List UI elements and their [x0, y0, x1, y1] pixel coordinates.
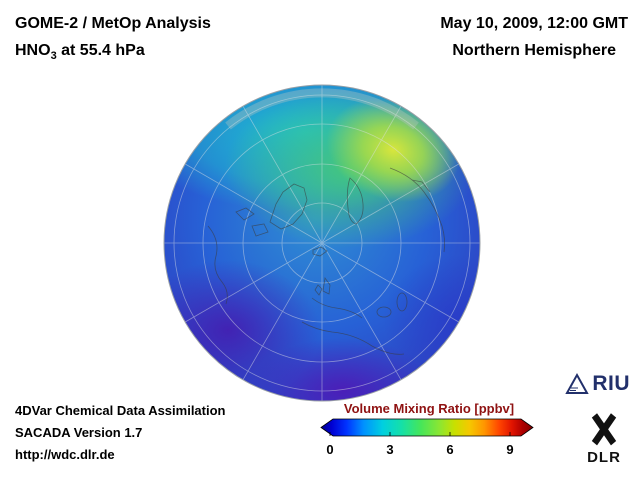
riu-logo: RIU: [565, 372, 630, 396]
riu-logo-text: RIU: [592, 372, 630, 395]
coastlines: [207, 167, 446, 355]
plot-title-block: GOME-2 / MetOp Analysis HNO3 at 55.4 hPa: [15, 10, 211, 70]
globe-field: [164, 85, 480, 401]
field-darkblue-southeast: [383, 255, 480, 385]
globe-outline: [163, 84, 481, 402]
colorbar: Volume Mixing Ratio [ppbv] 0 3 6 9: [310, 398, 550, 462]
plot-region: Northern Hemisphere: [452, 42, 616, 59]
colorbar-tick-label: 0: [326, 442, 333, 457]
plot-date: May 10, 2009, 12:00 GMT: [440, 15, 628, 32]
riu-triangle-icon: [565, 372, 590, 394]
footer-line-assimilation: 4DVar Chemical Data Assimilation: [15, 403, 226, 418]
footer-credits: 4DVar Chemical Data Assimilation SACADA …: [15, 400, 226, 466]
colorbar-tick-label: 6: [446, 442, 453, 457]
footer-line-url: http://wdc.dlr.de: [15, 447, 115, 462]
plot-datetime-block: May 10, 2009, 12:00 GMT Northern Hemisph…: [440, 10, 628, 64]
colorbar-gradient-bar: [320, 418, 534, 437]
colorbar-tick-labels: 0 3 6 9: [326, 432, 514, 457]
colorbar-title: Volume Mixing Ratio [ppbv]: [344, 401, 514, 416]
footer-line-version: SACADA Version 1.7: [15, 425, 143, 440]
plot-title: GOME-2 / MetOp Analysis: [15, 15, 211, 32]
dlr-logo: DLR: [582, 408, 626, 466]
plot-subtitle: HNO3 at 55.4 hPa: [15, 37, 211, 70]
dlr-wing-icon: [591, 413, 617, 446]
colorbar-tick-label: 3: [386, 442, 393, 457]
subtitle-level: at 55.4 hPa: [56, 42, 145, 59]
dlr-logo-text: DLR: [587, 449, 621, 466]
graticule: [164, 85, 480, 401]
subtitle-species: HNO: [15, 42, 51, 59]
colorbar-tick-label: 9: [506, 442, 513, 457]
subtitle-subscript: 3: [50, 50, 57, 63]
